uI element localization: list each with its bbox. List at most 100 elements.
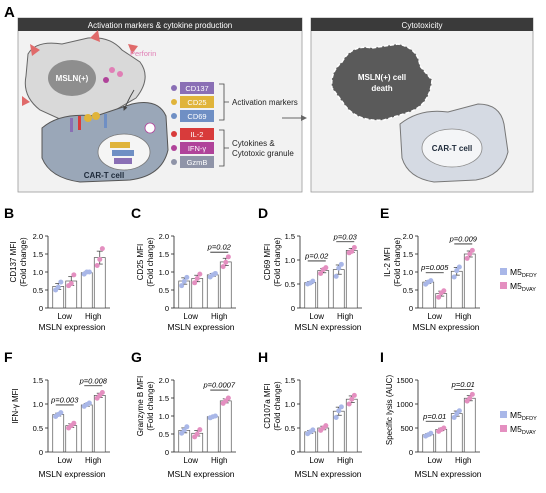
data-point [194,431,200,437]
legend-label-dvay: M5DVAY [510,424,536,436]
death-label-2: death [371,84,392,93]
ifng-icon [171,145,177,151]
cart-label: CAR-T cell [84,171,124,180]
x-tick-label: Low [183,456,198,465]
data-point [318,270,324,276]
y-tick-label: 0.5 [403,286,413,295]
cd69-icon [171,113,177,119]
cytotoxicity-title-bar [311,18,533,31]
data-point [454,268,460,274]
cytokine-label-1: Cytokines & [232,139,275,148]
y-tick-label: 1.0 [159,268,169,277]
data-point [192,280,198,286]
y-tick-label: 2.0 [33,232,43,241]
legend-label-dfdy: M5DFDY [510,267,537,279]
panel-d: D CD69 MFI (Fold change) MSLN expression… [258,205,362,332]
spike-icon [90,30,100,42]
y-tick-label: 1.5 [285,376,295,385]
panel-e: E IL-2 MFI (Fold change) MSLN expression… [380,205,480,332]
panel-f-plot: 0 0.5 1.0 1.5 Low High p=0.003 p=0.008 [33,376,110,465]
p-value-label: p=0.01 [451,380,475,389]
gene-bar-icon [112,150,134,156]
y-tick-label: 1.5 [403,250,413,259]
y-axis-label: IFN-γ MFI [11,388,20,424]
cd25-icon [171,99,177,105]
y-tick-label: 1.5 [33,376,43,385]
data-point [451,274,457,280]
y-tick-label: 1.5 [159,250,169,259]
x-tick-label: Low [427,456,442,465]
data-point [212,413,218,419]
data-point [220,264,226,270]
p-value-label: p=0.03 [333,232,358,241]
data-point [181,278,187,284]
bar [80,404,93,453]
x-tick-label: High [211,312,227,321]
y-tick-label: 0.5 [159,430,169,439]
x-tick-label: High [337,312,353,321]
x-tick-label: Low [427,312,442,321]
marker-label-gzmb: GzmB [187,158,208,167]
granule-icon [144,122,156,134]
p-value-label: p=0.005 [420,263,449,272]
panel-letter: G [131,349,142,365]
cytokine-bracket [219,129,229,167]
x-axis-label: MSLN expression [294,469,361,479]
data-point [86,269,92,275]
panel-letter: E [380,205,389,221]
data-point [336,265,342,271]
y-axis-label-unit: (Fold change) [273,237,282,287]
cd137-icon [171,85,177,91]
cart-right-label: CAR-T cell [432,144,472,153]
data-point [351,245,357,251]
data-point [456,408,462,414]
data-point [94,263,100,269]
marker-label-il2: IL-2 [191,130,204,139]
y-tick-label: 1.0 [33,400,43,409]
marker-label-cd69: CD69 [187,112,206,121]
data-point [99,389,105,395]
marker-box-cd69 [180,110,214,122]
panel-b: B CD137 MFI (Fold change) MSLN expressio… [4,205,110,332]
x-axis-label: MSLN expression [38,322,105,332]
data-point [349,396,355,402]
y-axis-label: CD69 MFI [263,244,272,280]
legend-swatch-dvay [500,282,507,289]
data-point [323,265,329,271]
y-axis-label-unit: (Fold change) [273,381,282,431]
activation-label: Activation markers [232,98,298,107]
perforin-label: Perforin [130,49,156,58]
x-tick-label: High [455,456,471,465]
receptor-icon [84,114,92,122]
granule-icon [103,77,109,83]
receptor-icon [92,112,100,120]
p-value-label: p=0.02 [304,251,329,260]
x-axis-label: MSLN expression [414,469,481,479]
y-tick-label: 2.0 [159,232,169,241]
y-axis-label-unit: (Fold change) [146,237,155,287]
gene-bar-icon [114,158,132,164]
panel-a: A Activation markers & cytokine producti… [4,4,534,193]
data-point [333,273,339,279]
data-point [428,278,434,284]
panel-f: F IFN-γ MFI MSLN expression 0 0.5 1.0 1.5 Lo… [4,349,110,479]
data-point [346,401,352,407]
data-point [336,408,342,414]
y-tick-label: 2.0 [159,376,169,385]
y-tick-label: 0.5 [33,286,43,295]
activation-title: Activation markers & cytokine production [88,21,233,30]
panel-letter: B [4,205,14,221]
data-point [351,392,357,398]
x-tick-label: High [455,312,471,321]
p-value-label: p=0.02 [207,243,232,252]
marker-label-ifng: IFN-γ [188,144,207,153]
legend-label-dvay: M5DVAY [510,281,536,293]
data-point [310,278,316,284]
data-point [338,404,344,410]
marker-box-il2 [180,128,214,140]
data-point [451,414,457,420]
y-axis-label-unit: (Fold change) [393,237,402,287]
bar [52,414,65,453]
panel-a-letter: A [4,4,15,21]
data-point [441,288,447,294]
